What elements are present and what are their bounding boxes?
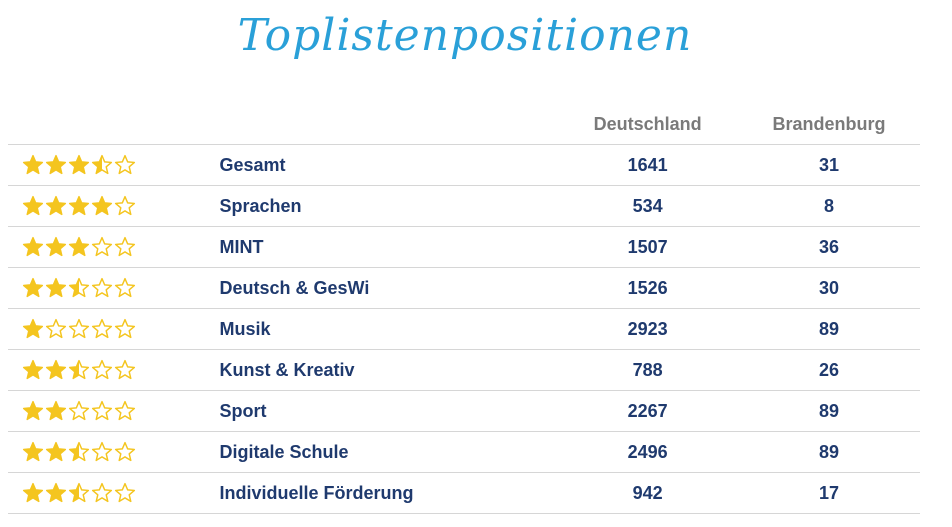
rank-deutschland: 1507: [557, 226, 739, 268]
rank-brandenburg: 26: [738, 349, 920, 391]
table-row: MINT 1507 36: [8, 226, 920, 268]
star-empty-icon: [114, 482, 136, 503]
star-empty-icon: [91, 359, 113, 380]
star-empty-icon: [114, 359, 136, 380]
rating-stars: [8, 349, 220, 391]
star-full-icon: [45, 482, 67, 503]
rank-deutschland: 1641: [557, 144, 739, 186]
star-empty-icon: [91, 441, 113, 462]
rank-brandenburg: 89: [738, 431, 920, 473]
rank-brandenburg: 30: [738, 267, 920, 309]
star-full-icon: [45, 236, 67, 257]
page-title: Toplistenpositionen: [237, 10, 693, 61]
subject-label: Musik: [219, 308, 558, 350]
header-rating: [8, 104, 219, 145]
star-half-icon: [68, 441, 90, 462]
star-empty-icon: [68, 400, 90, 421]
ranking-table: Deutschland Brandenburg Gesamt 1641 31 Spra…: [8, 104, 920, 514]
header-brandenburg: Brandenburg: [772, 113, 886, 134]
header-deutschland: Deutschland: [593, 113, 702, 134]
star-empty-icon: [114, 277, 136, 298]
rank-brandenburg: 36: [738, 226, 920, 268]
star-full-icon: [45, 400, 67, 421]
subject-label: Sprachen: [219, 185, 558, 227]
star-empty-icon: [114, 318, 136, 339]
star-half-icon: [91, 154, 113, 175]
star-full-icon: [68, 195, 90, 216]
star-full-icon: [22, 441, 44, 462]
star-full-icon: [45, 359, 67, 380]
rating-stars: [8, 144, 220, 186]
star-full-icon: [22, 277, 44, 298]
star-empty-icon: [91, 318, 113, 339]
star-full-icon: [91, 195, 113, 216]
table-row: Musik 2923 89: [8, 308, 920, 350]
rating-stars: [8, 267, 220, 309]
table-header-row: Deutschland Brandenburg: [8, 104, 920, 145]
rank-deutschland: 788: [557, 349, 739, 391]
table-row: Sport 2267 89: [8, 390, 920, 432]
rating-stars: [8, 431, 220, 473]
subject-label: Gesamt: [219, 144, 558, 186]
star-empty-icon: [68, 318, 90, 339]
rank-deutschland: 2923: [557, 308, 739, 350]
rating-stars: [8, 472, 220, 514]
subject-label: Individuelle Förderung: [219, 472, 558, 514]
star-full-icon: [45, 441, 67, 462]
table-row: Digitale Schule 2496 89: [8, 431, 920, 473]
star-full-icon: [22, 195, 44, 216]
star-full-icon: [22, 318, 44, 339]
rank-brandenburg: 17: [738, 472, 920, 514]
rating-stars: [8, 226, 220, 268]
star-empty-icon: [91, 482, 113, 503]
star-empty-icon: [114, 154, 136, 175]
star-empty-icon: [91, 277, 113, 298]
subject-label: MINT: [219, 226, 558, 268]
rating-stars: [8, 185, 220, 227]
subject-label: Digitale Schule: [219, 431, 558, 473]
star-empty-icon: [114, 400, 136, 421]
star-empty-icon: [45, 318, 67, 339]
rating-stars: [8, 308, 220, 350]
rank-brandenburg: 89: [738, 390, 920, 432]
subject-label: Sport: [219, 390, 558, 432]
rating-stars: [8, 390, 220, 432]
table-row: Deutsch & GesWi 1526 30: [8, 267, 920, 309]
table-row: Kunst & Kreativ 788 26: [8, 349, 920, 391]
star-full-icon: [22, 359, 44, 380]
star-full-icon: [45, 154, 67, 175]
rank-deutschland: 942: [557, 472, 739, 514]
rank-brandenburg: 89: [738, 308, 920, 350]
rank-deutschland: 2496: [557, 431, 739, 473]
star-full-icon: [22, 400, 44, 421]
rank-brandenburg: 8: [738, 185, 920, 227]
star-half-icon: [68, 482, 90, 503]
star-half-icon: [68, 359, 90, 380]
subject-label: Kunst & Kreativ: [219, 349, 558, 391]
table-row: Gesamt 1641 31: [8, 144, 920, 186]
rank-deutschland: 534: [557, 185, 739, 227]
rank-deutschland: 1526: [557, 267, 739, 309]
header-subject: [219, 104, 557, 145]
rank-deutschland: 2267: [557, 390, 739, 432]
star-empty-icon: [114, 195, 136, 216]
star-full-icon: [45, 195, 67, 216]
star-empty-icon: [114, 236, 136, 257]
star-full-icon: [45, 277, 67, 298]
subject-label: Deutsch & GesWi: [219, 267, 558, 309]
star-full-icon: [22, 236, 44, 257]
star-empty-icon: [91, 236, 113, 257]
star-empty-icon: [114, 441, 136, 462]
table-row: Sprachen 534 8: [8, 185, 920, 227]
star-full-icon: [68, 154, 90, 175]
star-full-icon: [22, 482, 44, 503]
star-empty-icon: [91, 400, 113, 421]
star-half-icon: [68, 277, 90, 298]
star-full-icon: [68, 236, 90, 257]
rank-brandenburg: 31: [738, 144, 920, 186]
table-row: Individuelle Förderung 942 17: [8, 472, 920, 514]
star-full-icon: [22, 154, 44, 175]
